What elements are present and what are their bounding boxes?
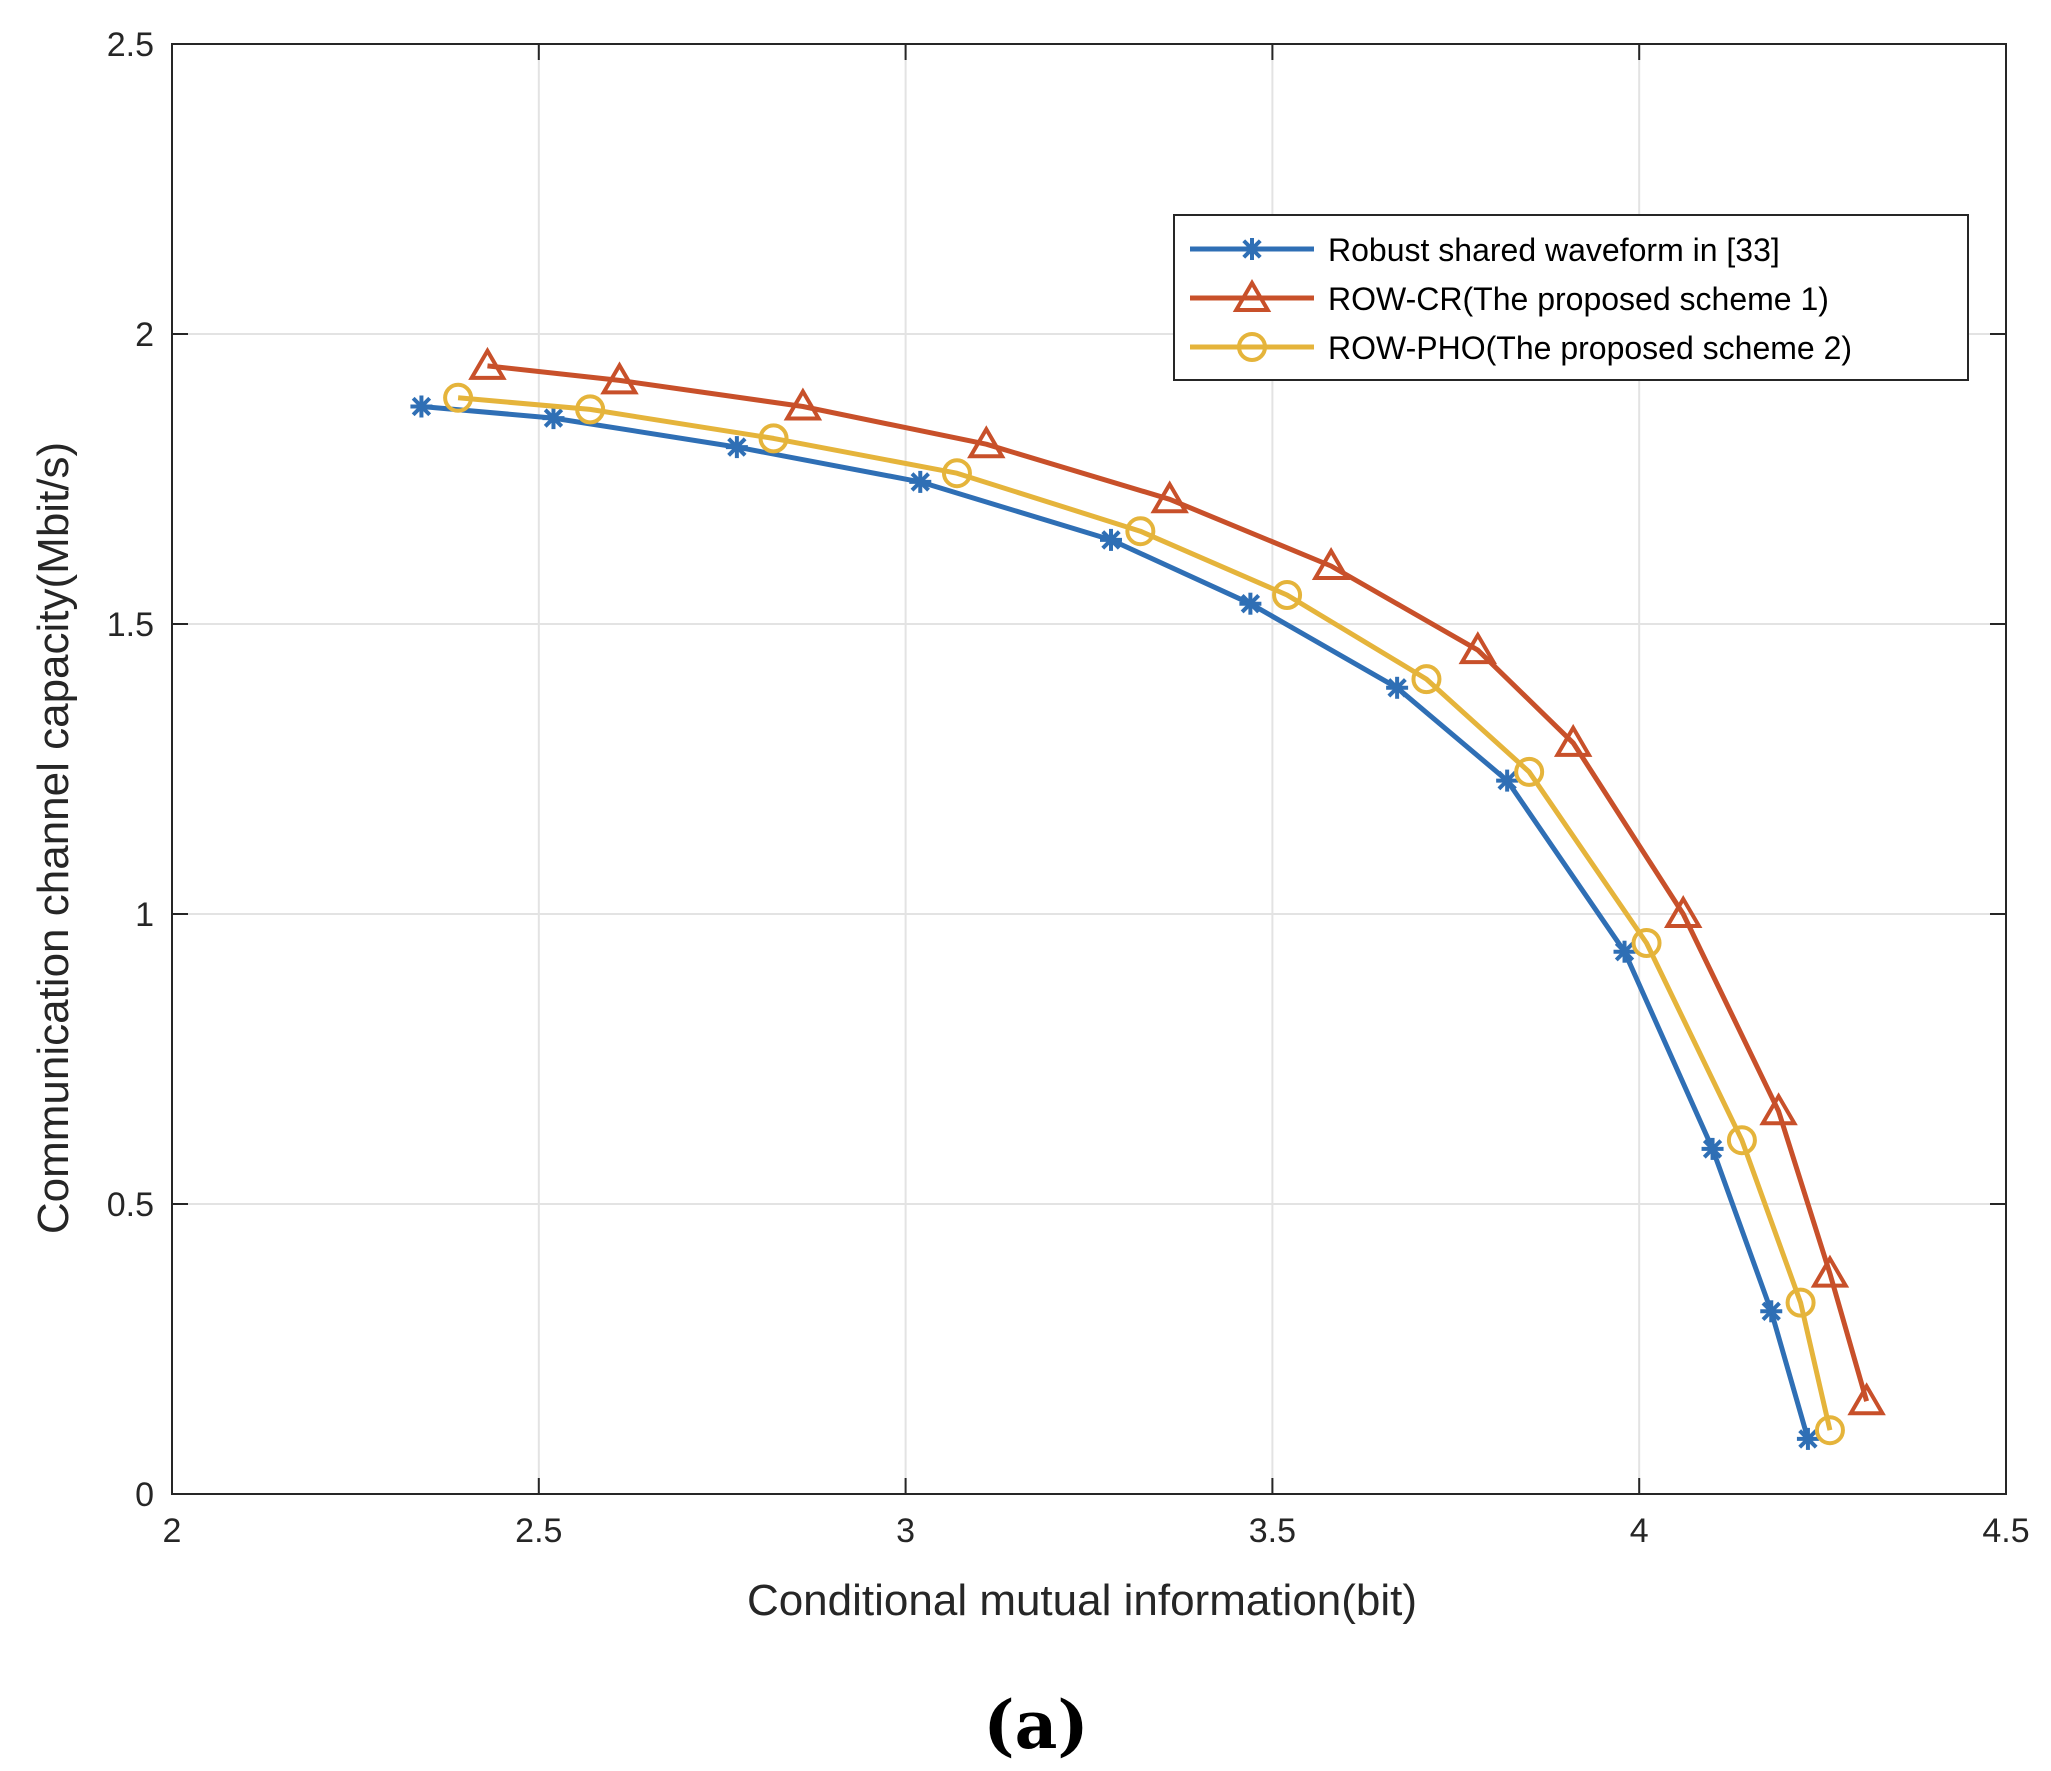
data-point	[909, 470, 932, 493]
data-point	[1386, 676, 1409, 699]
x-tick-label: 3	[896, 1512, 915, 1550]
legend-marker	[1232, 279, 1272, 312]
y-tick-label: 1	[135, 896, 154, 934]
data-point	[941, 458, 972, 489]
data-point	[1100, 528, 1123, 551]
legend-label: ROW-PHO(The proposed scheme 2)	[1328, 330, 1852, 366]
x-axis-label: Conditional mutual information(bit)	[747, 1576, 1417, 1625]
data-point	[1553, 723, 1593, 757]
data-point	[1272, 580, 1303, 610]
y-tick-labels: 0 0.5 1 1.5 2 2.5	[107, 26, 154, 1514]
data-point	[725, 436, 748, 459]
data-point	[1663, 895, 1703, 928]
legend-item: ROW-PHO(The proposed scheme 2)	[1190, 330, 1852, 366]
series-group	[410, 346, 1886, 1450]
data-point	[1847, 1382, 1886, 1416]
x-tick-label: 4	[1630, 1512, 1649, 1550]
data-point	[1631, 928, 1662, 958]
y-tick-label: 2.5	[107, 26, 154, 64]
y-tick-label: 1.5	[107, 606, 154, 644]
legend-item: ROW-CR(The proposed scheme 1)	[1190, 279, 1829, 317]
series-line	[457, 395, 1833, 1431]
x-tick-label: 2	[163, 1512, 182, 1550]
legend-label: ROW-CR(The proposed scheme 1)	[1328, 281, 1829, 317]
data-point	[1496, 769, 1519, 792]
data-point	[443, 382, 474, 413]
axis-ticks	[171, 43, 2007, 1495]
data-point	[1613, 940, 1636, 963]
data-point	[600, 361, 639, 395]
data-point	[758, 423, 789, 454]
legend-marker	[1241, 238, 1263, 260]
y-axis-label: Communication channel capacity(Mbit/s)	[29, 442, 78, 1234]
data-point	[1810, 1254, 1850, 1288]
series-line	[487, 363, 1870, 1402]
data-point	[1411, 664, 1442, 695]
data-point	[1796, 1427, 1819, 1450]
data-point	[783, 387, 823, 421]
data-point	[967, 425, 1006, 459]
data-point	[542, 407, 565, 430]
data-point	[1701, 1137, 1724, 1160]
legend-marker	[1237, 332, 1267, 362]
data-point	[1125, 516, 1156, 547]
x-tick-labels: 2 2.5 3 3.5 4 4.5	[163, 1512, 2030, 1550]
data-point	[468, 346, 507, 380]
series-3	[443, 382, 1845, 1446]
legend: Robust shared waveform in [33] ROW-CR(The…	[1173, 214, 1969, 381]
data-point	[1239, 592, 1262, 615]
series-2	[468, 346, 1886, 1416]
data-point	[1514, 756, 1545, 787]
data-point	[410, 395, 433, 418]
y-tick-label: 0	[135, 1476, 154, 1514]
data-point	[575, 394, 606, 425]
data-point	[1458, 631, 1498, 665]
legend-label: Robust shared waveform in [33]	[1328, 232, 1780, 268]
y-tick-label: 0.5	[107, 1186, 154, 1224]
x-tick-label: 3.5	[1249, 1512, 1296, 1550]
data-point	[1759, 1092, 1798, 1126]
x-tick-label: 4.5	[1982, 1512, 2029, 1550]
data-point	[1311, 547, 1351, 580]
data-point	[1760, 1300, 1783, 1323]
plot-frame	[171, 43, 2007, 1495]
figure-caption: (a)	[983, 1686, 1088, 1764]
data-point	[1814, 1415, 1845, 1446]
series-line	[421, 404, 1811, 1440]
y-tick-label: 2	[135, 316, 154, 354]
data-point	[1726, 1125, 1757, 1156]
data-point	[1150, 480, 1189, 514]
series-1	[410, 395, 1819, 1450]
legend-item: Robust shared waveform in [33]	[1190, 232, 1780, 268]
x-tick-label: 2.5	[515, 1512, 562, 1550]
data-point	[1785, 1287, 1816, 1318]
